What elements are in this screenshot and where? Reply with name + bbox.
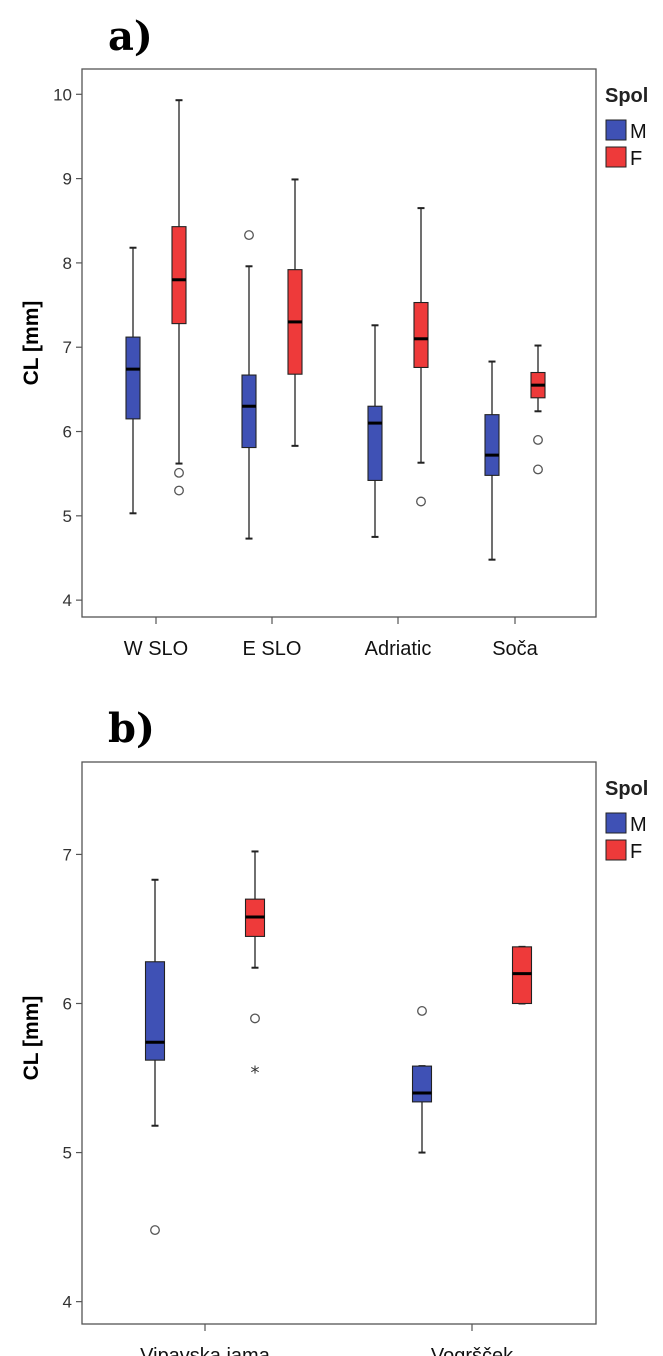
extreme-point: * [251, 1063, 260, 1084]
box-m [144, 878, 166, 1236]
panel-b-x-axis: Vipavska jama Vogršček [140, 1324, 514, 1356]
iqr-box [413, 301, 429, 368]
box-f [171, 99, 187, 496]
outlier-point [533, 435, 543, 445]
legend-label-f: F [630, 148, 642, 170]
panel-a-legend: Spol M F [605, 85, 648, 170]
box-m [367, 324, 383, 538]
panel-a-x-axis: W SLO E SLO Adriatic Soča [124, 617, 539, 660]
x-tick-label: W SLO [124, 638, 188, 660]
panel-b-legend: Spol M F [605, 778, 648, 863]
iqr-box [125, 336, 141, 420]
iqr-box [411, 1065, 433, 1103]
panel-b-label: b) [108, 705, 155, 752]
box-f [287, 178, 303, 447]
iqr-box [484, 414, 500, 476]
legend-swatch-f [605, 146, 627, 168]
outlier-point [533, 464, 543, 475]
x-tick-label: Soča [492, 638, 538, 660]
panel-a-chart: a) CL [mm] 4 5 6 7 8 9 10 W SLO E SLO Adriatic So… [20, 13, 648, 660]
outlier-point [244, 230, 254, 241]
box-m [241, 230, 257, 540]
y-tick-label: 6 [63, 994, 72, 1013]
legend-label-m: M [630, 814, 647, 836]
panel-b-boxes: * [144, 850, 533, 1236]
panel-a-plot-frame [81, 68, 597, 618]
legend-label-m: M [630, 121, 647, 143]
box-f: * [244, 850, 266, 1084]
outlier-point [416, 496, 426, 507]
box-f [413, 207, 429, 507]
iqr-box [171, 226, 187, 325]
x-tick-label: Adriatic [365, 638, 432, 660]
y-tick-label: 5 [63, 1144, 72, 1163]
box-m [484, 360, 500, 561]
x-tick-label: E SLO [243, 638, 302, 660]
legend-swatch-m [605, 119, 627, 141]
legend-title: Spol [605, 778, 648, 800]
panel-b-y-axis-title: CL [mm] [20, 996, 43, 1081]
outlier-point [250, 1013, 260, 1024]
box-m [411, 1005, 433, 1154]
panel-b-y-axis: 4 5 6 7 [63, 845, 82, 1312]
y-tick-label: 7 [63, 338, 72, 357]
legend-label-f: F [630, 841, 642, 863]
y-tick-label: 4 [63, 591, 72, 610]
panel-a-boxes [125, 99, 546, 561]
legend-title: Spol [605, 85, 648, 107]
outlier-point [417, 1005, 427, 1016]
y-tick-label: 6 [63, 423, 72, 442]
iqr-box [367, 405, 383, 481]
panel-a-y-axis: 4 5 6 7 8 9 10 [53, 85, 82, 610]
box-f [530, 344, 546, 475]
panel-a-label: a) [108, 13, 153, 60]
panel-a-y-axis-title: CL [mm] [20, 301, 43, 386]
outlier-point [150, 1225, 160, 1236]
x-tick-label: Vogršček [431, 1345, 514, 1356]
box-f [511, 945, 533, 1005]
panel-b-plot-frame [81, 761, 597, 1325]
iqr-box [144, 961, 166, 1061]
outlier-point [174, 485, 184, 496]
iqr-box [241, 374, 257, 449]
y-tick-label: 9 [63, 170, 72, 189]
y-tick-label: 5 [63, 507, 72, 526]
box-m [125, 246, 141, 515]
outlier-point [174, 467, 184, 478]
y-tick-label: 8 [63, 254, 72, 273]
legend-swatch-m [605, 812, 627, 834]
legend-swatch-f [605, 839, 627, 861]
x-tick-label: Vipavska jama [140, 1345, 271, 1356]
y-tick-label: 7 [63, 845, 72, 864]
y-tick-label: 10 [53, 85, 72, 104]
y-tick-label: 4 [63, 1293, 72, 1312]
